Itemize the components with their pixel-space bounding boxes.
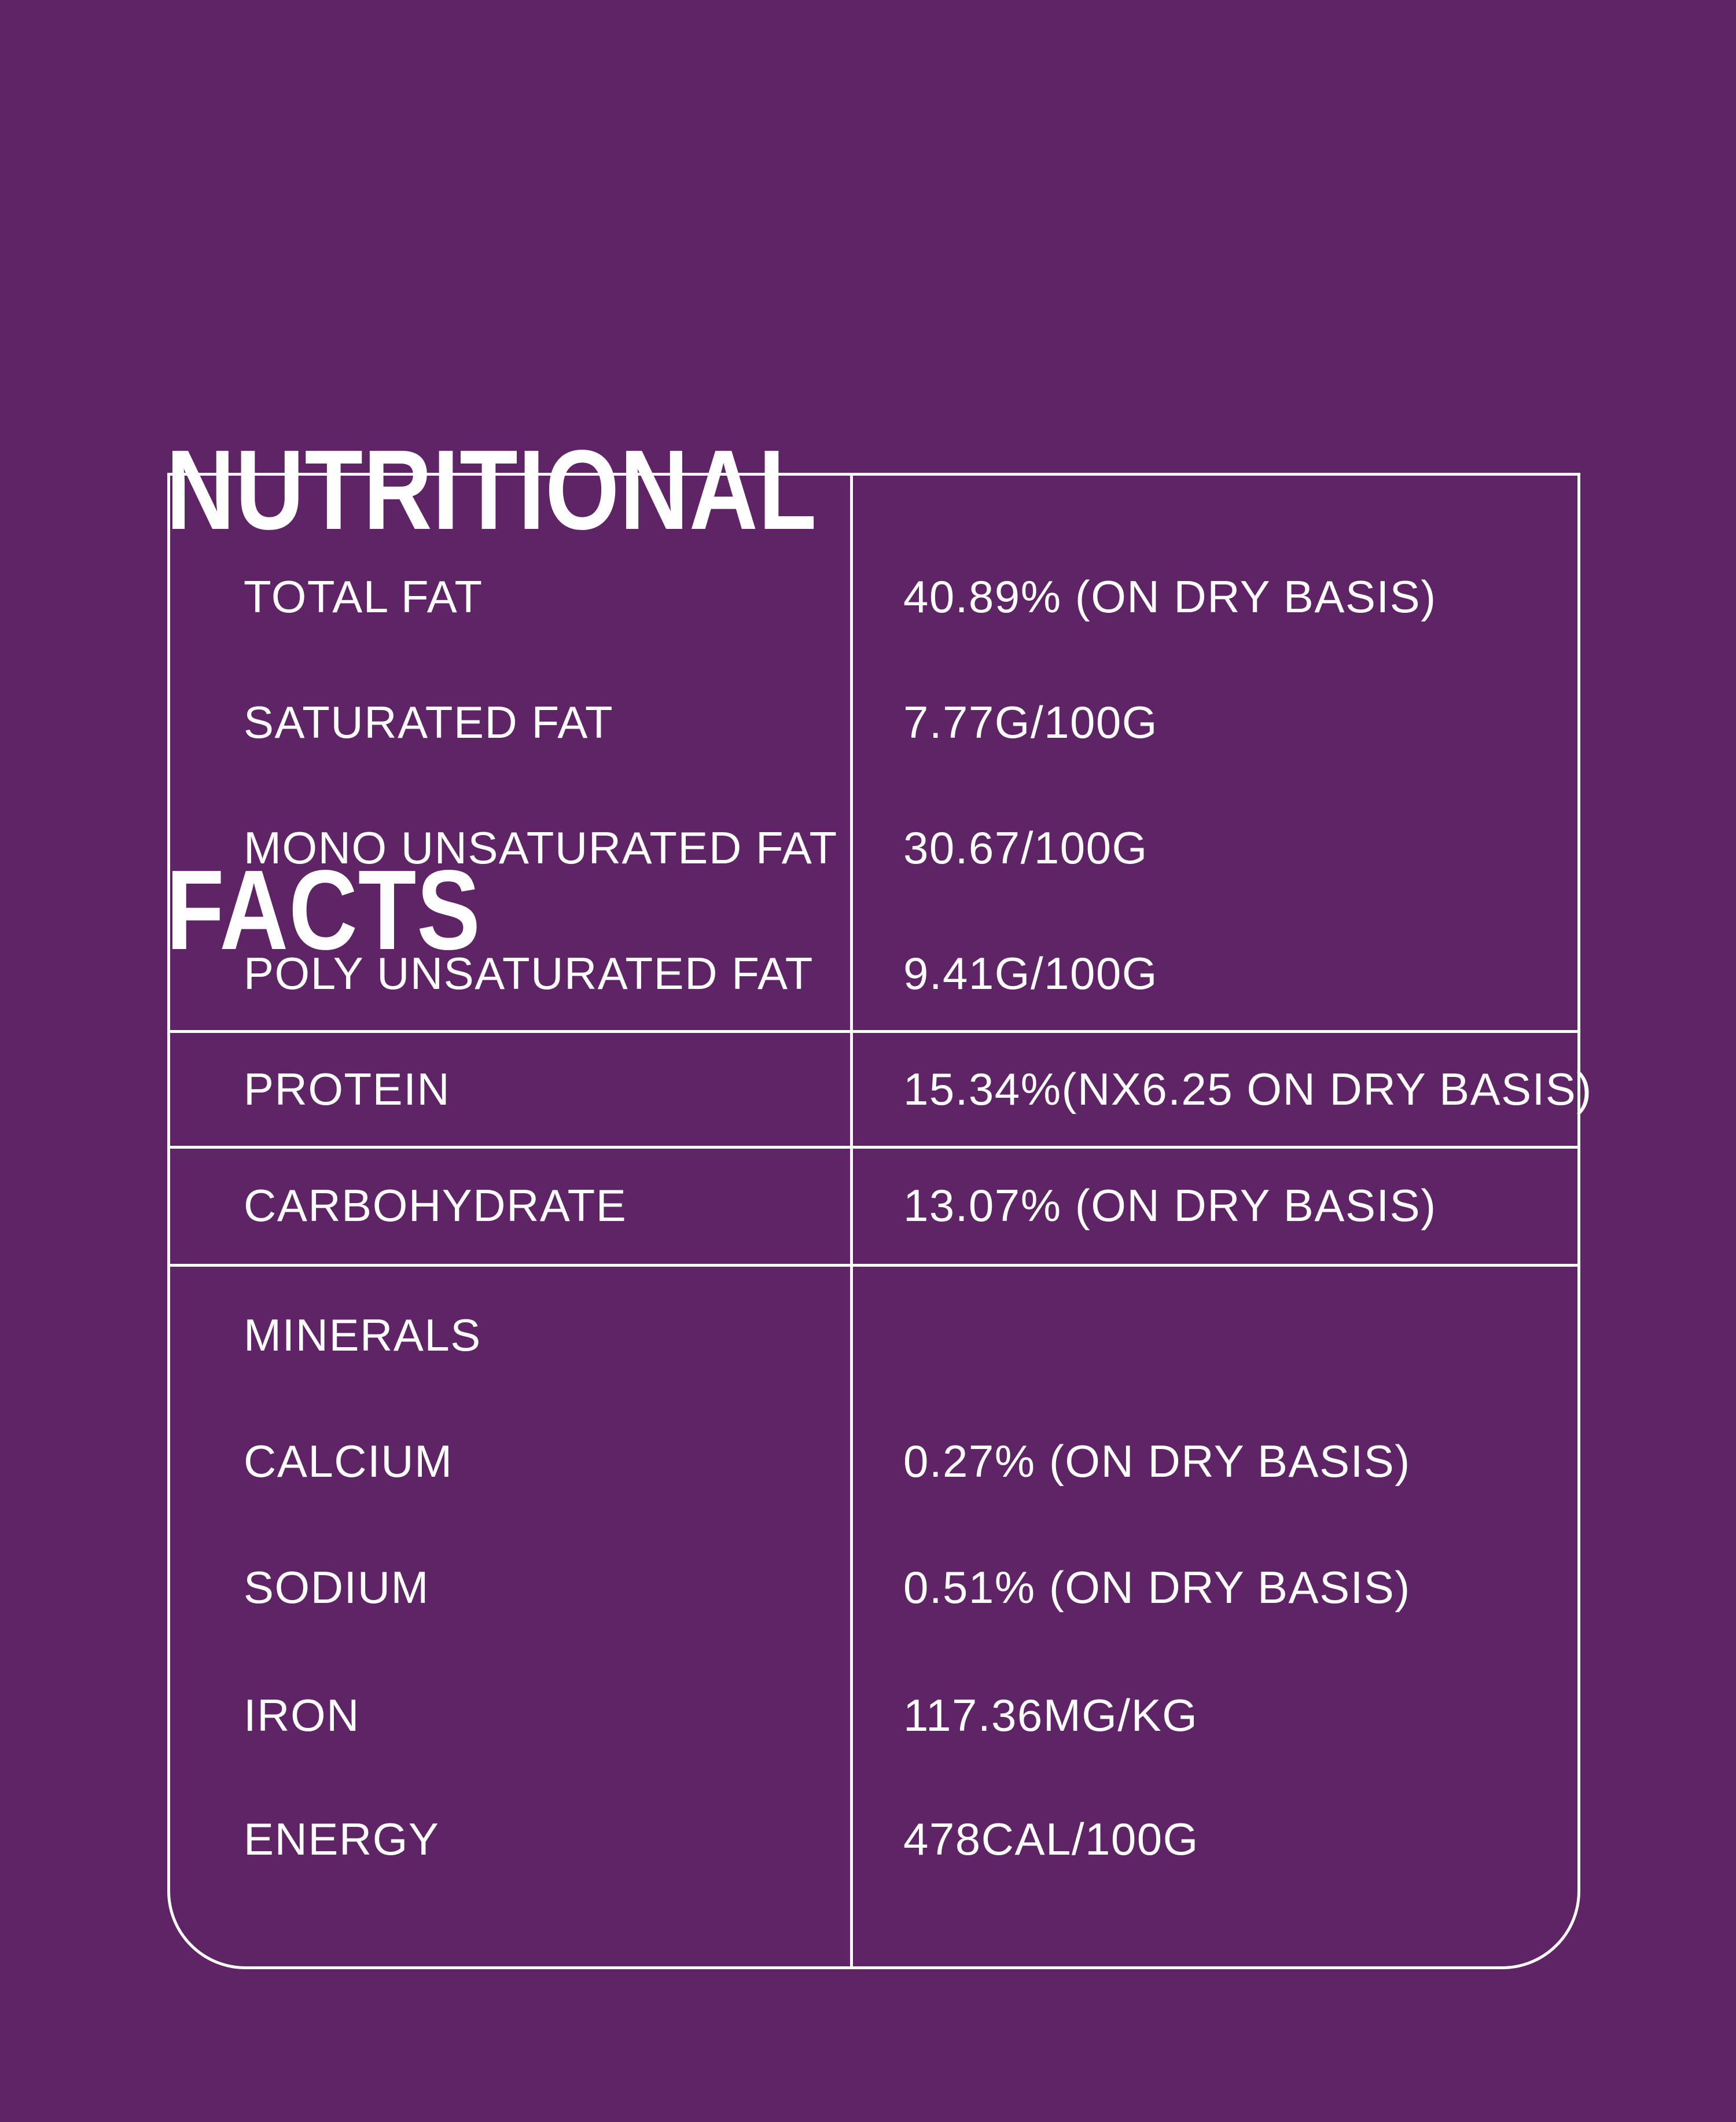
row-label: TOTAL FAT (244, 571, 483, 622)
row-label: CARBOHYDRATE (244, 1179, 627, 1231)
row-label: MONO UNSATURATED FAT (244, 822, 838, 873)
row-value: 478CAL/100G (903, 1813, 1199, 1864)
table-row-carbohydrate: CARBOHYDRATE 13.07% (ON DRY BASIS) (170, 1143, 1577, 1268)
row-value: 0.51% (ON DRY BASIS) (903, 1561, 1411, 1613)
row-label: POLY UNSATURATED FAT (244, 947, 814, 999)
row-label: ENERGY (244, 1813, 440, 1864)
row-label: PROTEIN (244, 1063, 451, 1115)
row-value: 7.77G/100G (903, 696, 1158, 748)
row-label: CALCIUM (244, 1435, 453, 1487)
page-title-line1: NUTRITIONAL (166, 426, 817, 553)
row-label: SATURATED FAT (244, 696, 614, 748)
row-label: IRON (244, 1689, 360, 1741)
table-row-total-fat: TOTAL FAT 40.89% (ON DRY BASIS) (170, 534, 1577, 659)
row-label: SODIUM (244, 1561, 429, 1613)
table-row-poly-unsaturated-fat: POLY UNSATURATED FAT 9.41G/100G (170, 911, 1577, 1036)
nutrition-table: TOTAL FAT 40.89% (ON DRY BASIS) SATURATE… (167, 473, 1591, 1969)
table-row-energy: ENERGY 478CAL/100G (170, 1777, 1577, 1902)
table-row-protein: PROTEIN 15.34%(NX6.25 ON DRY BASIS) (170, 1027, 1591, 1152)
table-row-calcium: CALCIUM 0.27% (ON DRY BASIS) (170, 1399, 1577, 1524)
table-row-iron: IRON 117.36MG/KG (170, 1653, 1577, 1778)
row-value: 0.27% (ON DRY BASIS) (903, 1435, 1411, 1487)
section-divider-2 (170, 1146, 1577, 1149)
row-value: 117.36MG/KG (903, 1689, 1198, 1741)
row-value: 15.34%(NX6.25 ON DRY BASIS) (903, 1063, 1592, 1115)
page-title: NUTRITIONAL FACTS (166, 140, 817, 1260)
section-divider-3 (170, 1264, 1577, 1267)
row-value: 13.07% (ON DRY BASIS) (903, 1179, 1437, 1231)
table-row-mono-unsaturated-fat: MONO UNSATURATED FAT 30.67/100G (170, 785, 1577, 910)
row-value: 40.89% (ON DRY BASIS) (903, 571, 1437, 622)
row-value: 30.67/100G (903, 822, 1148, 873)
table-column-divider (850, 476, 853, 1966)
table-row-sodium: SODIUM 0.51% (ON DRY BASIS) (170, 1525, 1577, 1650)
table-row-minerals: MINERALS (170, 1273, 1577, 1397)
page-title-line2: FACTS (166, 847, 481, 973)
row-label: MINERALS (244, 1309, 481, 1360)
table-row-saturated-fat: SATURATED FAT 7.77G/100G (170, 660, 1577, 785)
row-value: 9.41G/100G (903, 947, 1158, 999)
section-divider-1 (170, 1030, 1577, 1033)
